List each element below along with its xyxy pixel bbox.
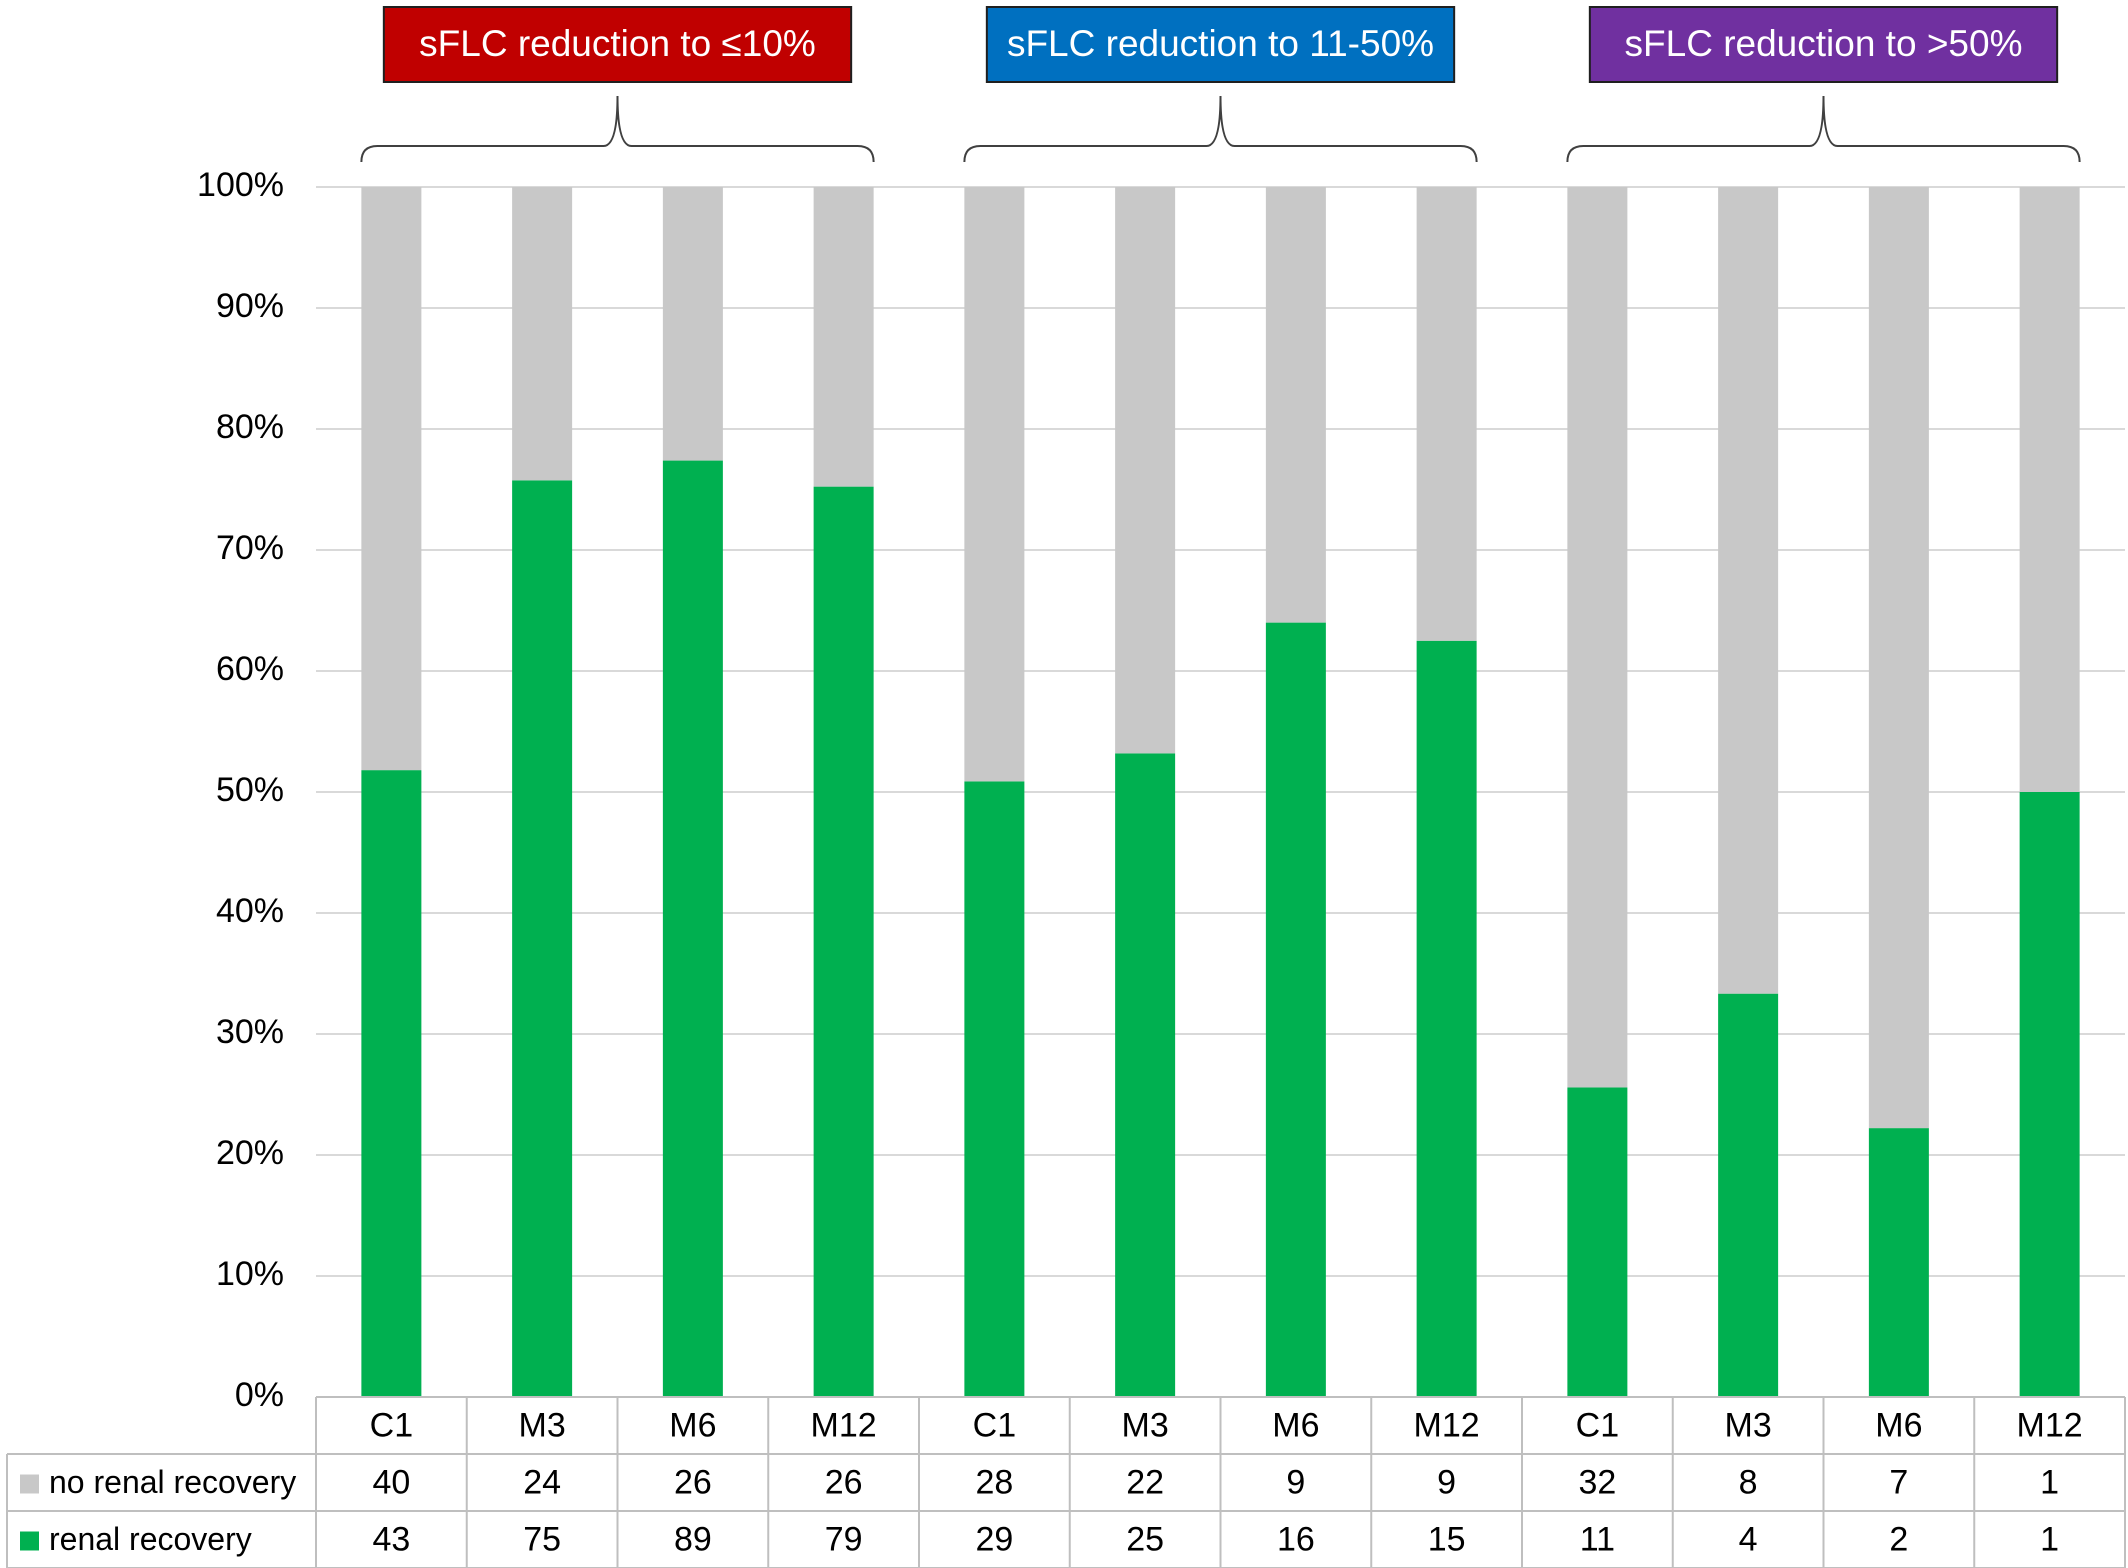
y-tick-label: 10% — [216, 1255, 284, 1293]
table-value: 2 — [1889, 1520, 1908, 1558]
group-box — [382, 6, 853, 83]
y-tick-label: 30% — [216, 1013, 284, 1051]
y-tick-label: 100% — [197, 166, 284, 204]
x-tick-label: C1 — [1576, 1406, 1619, 1444]
bar-segment — [1718, 993, 1779, 1397]
x-tick-label: C1 — [973, 1406, 1016, 1444]
y-tick-label: 50% — [216, 771, 284, 809]
bar-segment — [1567, 1087, 1628, 1397]
table-value: 40 — [372, 1463, 410, 1501]
x-tick-label: M6 — [1272, 1406, 1319, 1444]
bar-segment — [1416, 640, 1477, 1397]
legend-marker — [20, 1474, 39, 1494]
group-box — [1588, 6, 2059, 83]
bar-segment — [512, 187, 573, 481]
table-value: 11 — [1580, 1520, 1615, 1558]
x-tick-label: M12 — [1414, 1406, 1480, 1444]
y-tick-label: 40% — [216, 892, 284, 930]
x-tick-label: M12 — [811, 1406, 877, 1444]
table-value: 9 — [1286, 1463, 1305, 1501]
x-tick-label: M3 — [519, 1406, 566, 1444]
table-value: 43 — [372, 1520, 410, 1558]
x-tick-label: M6 — [1875, 1406, 1922, 1444]
table-value: 25 — [1126, 1520, 1164, 1558]
bar-segment — [1265, 187, 1326, 623]
table-value: 1 — [2040, 1520, 2059, 1558]
legend-label: renal recovery — [49, 1521, 252, 1557]
bar-segment — [2019, 792, 2080, 1397]
group-label: sFLC reduction to ≤10% — [419, 23, 816, 64]
group-brace — [963, 95, 1478, 163]
bar-segment — [1718, 187, 1779, 994]
table-value: 1 — [2040, 1463, 2059, 1501]
group-brace — [360, 95, 875, 163]
bar-segment — [964, 187, 1025, 782]
y-tick-label: 80% — [216, 408, 284, 446]
x-tick-label: C1 — [370, 1406, 413, 1444]
y-tick-label: 90% — [216, 287, 284, 325]
table-value: 79 — [825, 1520, 863, 1558]
table-value: 75 — [523, 1520, 561, 1558]
table-value: 7 — [1889, 1463, 1908, 1501]
bar-segment — [662, 187, 723, 461]
table-value: 26 — [674, 1463, 712, 1501]
table-value: 24 — [523, 1463, 561, 1501]
bar-segment — [1115, 753, 1176, 1397]
table-value: 16 — [1277, 1520, 1315, 1558]
table-value: 22 — [1126, 1463, 1164, 1501]
bar-segment — [662, 460, 723, 1398]
group-box — [985, 6, 1456, 83]
table-value: 15 — [1428, 1520, 1466, 1558]
x-tick-label: M6 — [669, 1406, 716, 1444]
x-tick-label: M12 — [2017, 1406, 2083, 1444]
legend-marker — [20, 1531, 39, 1551]
y-tick-label: 20% — [216, 1134, 284, 1172]
group-brace — [1566, 95, 2081, 163]
bar-segment — [1416, 187, 1477, 641]
bar-segment — [1115, 187, 1176, 754]
y-tick-label: 60% — [216, 650, 284, 688]
x-tick-label: M3 — [1122, 1406, 1169, 1444]
y-tick-label: 0% — [235, 1376, 284, 1414]
table-value: 4 — [1739, 1520, 1758, 1558]
table-value: 26 — [825, 1463, 863, 1501]
legend-label: no renal recovery — [49, 1464, 296, 1500]
bar-segment — [1868, 187, 1929, 1129]
group-label: sFLC reduction to 11-50% — [1007, 23, 1434, 64]
y-tick-label: 70% — [216, 529, 284, 567]
bar-segment — [1265, 622, 1326, 1397]
table-value: 8 — [1739, 1463, 1758, 1501]
x-tick-label: M3 — [1725, 1406, 1772, 1444]
table-value: 89 — [674, 1520, 712, 1558]
bar-segment — [1567, 187, 1628, 1088]
bar-segment — [361, 187, 422, 771]
table-value: 28 — [975, 1463, 1013, 1501]
group-label: sFLC reduction to >50% — [1625, 23, 2023, 64]
bar-segment — [512, 480, 573, 1397]
bar-segment — [2019, 187, 2080, 792]
bar-segment — [813, 486, 874, 1398]
bar-segment — [813, 187, 874, 487]
table-value: 29 — [975, 1520, 1013, 1558]
bar-segment — [361, 770, 422, 1397]
table-value: 32 — [1578, 1463, 1616, 1501]
bar-segment — [964, 781, 1025, 1397]
bar-segment — [1868, 1128, 1929, 1397]
table-value: 9 — [1437, 1463, 1456, 1501]
